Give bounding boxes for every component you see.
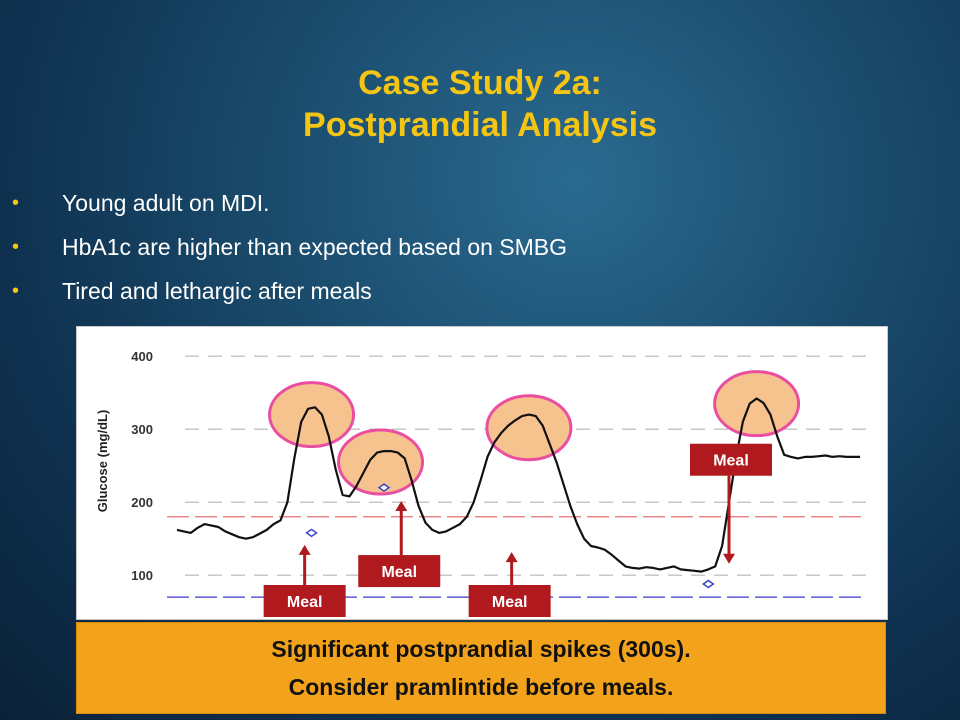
smbg-point-marker [701, 579, 715, 589]
y-tick-label: 100 [131, 568, 153, 583]
bullet-list: • Young adult on MDI. • HbA1c are higher t… [12, 188, 567, 320]
smbg-point-marker [377, 483, 391, 493]
glucose-chart: 100 200 300 400 Glucose (mg/dL) Meal Meal Meal M… [95, 349, 867, 617]
y-tick-label: 200 [131, 495, 153, 510]
meal-label-box [263, 585, 346, 617]
meal-label-box [690, 443, 772, 476]
meal-label: Meal [492, 594, 528, 611]
bullet-item: • HbA1c are higher than expected based on… [12, 232, 567, 276]
slide-title-line1: Case Study 2a: [358, 64, 602, 102]
meal-arrow-head [505, 552, 518, 563]
bullet-text: Young adult on MDI. [62, 190, 270, 216]
slide-title: Case Study 2a: Postprandial Analysis [0, 62, 960, 146]
meal-arrow-head [395, 501, 408, 512]
y-axis-label: Glucose (mg/dL) [95, 410, 110, 513]
y-tick-label: 300 [131, 422, 153, 437]
meal-label: Meal [287, 594, 323, 611]
peak-highlight-ring [713, 370, 801, 438]
meal-label-box [468, 585, 551, 617]
bullet-text: Tired and lethargic after meals [62, 278, 372, 304]
bullet-dot-icon: • [12, 192, 20, 214]
meal-arrow-head [723, 553, 735, 564]
bullet-text: HbA1c are higher than expected based on … [62, 234, 568, 260]
peak-highlight-ring [268, 381, 356, 449]
callout-line1: Significant postprandial spikes (300s). [271, 636, 691, 662]
callout-line2: Consider pramlintide before meals. [288, 674, 674, 700]
bullet-item: • Young adult on MDI. [12, 188, 567, 232]
bullet-item: • Tired and lethargic after meals [12, 276, 567, 320]
callout-box: Significant postprandial spikes (300s). … [76, 622, 886, 714]
meal-label: Meal [381, 564, 417, 581]
y-tick-label: 400 [131, 349, 153, 364]
bullet-dot-icon: • [12, 236, 20, 258]
meal-label-box [358, 555, 441, 588]
meal-label: Meal [713, 453, 749, 470]
meal-arrow-head [298, 544, 311, 555]
glucose-trace-line [176, 397, 861, 573]
glucose-chart-panel: 100 200 300 400 Glucose (mg/dL) Meal Meal Meal M… [76, 326, 888, 620]
peak-highlight-ring [337, 428, 425, 496]
smbg-point-marker [305, 528, 318, 538]
peak-highlight-ring [485, 394, 573, 462]
slide-title-line2: Postprandial Analysis [303, 106, 657, 144]
bullet-dot-icon: • [12, 280, 20, 302]
